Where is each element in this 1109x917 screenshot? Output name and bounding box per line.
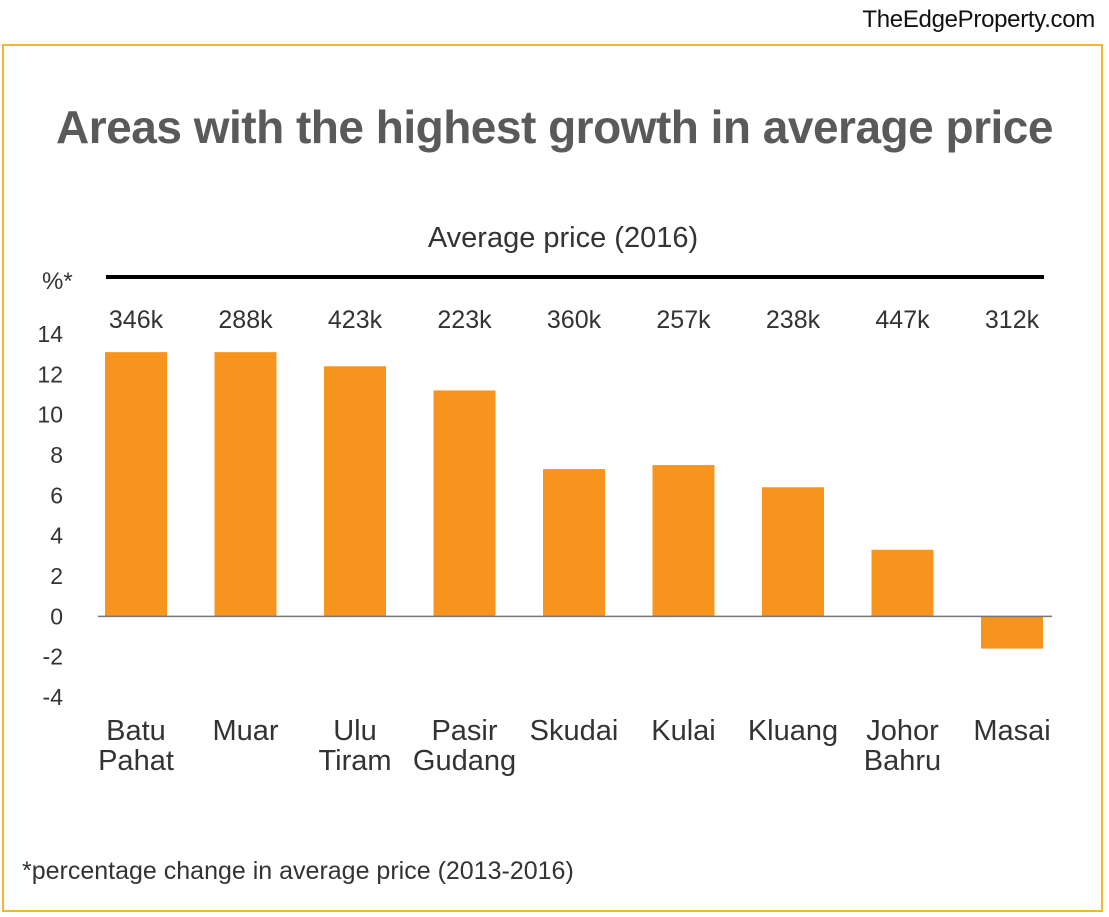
footnote: *percentage change in average price (201… bbox=[22, 857, 574, 885]
x-tick-label: Pahat bbox=[98, 745, 174, 777]
y-tick-label: 10 bbox=[37, 402, 63, 428]
x-tick-label: Gudang bbox=[413, 745, 516, 777]
x-tick-label: Kulai bbox=[651, 715, 716, 747]
price-label: 288k bbox=[218, 306, 273, 334]
y-tick-label: 0 bbox=[50, 603, 63, 629]
x-tick-label: Tiram bbox=[318, 745, 391, 777]
x-tick-label: Kluang bbox=[748, 715, 838, 747]
y-tick-label: 14 bbox=[37, 321, 63, 347]
chart-frame bbox=[2, 44, 1103, 912]
price-label: 257k bbox=[656, 306, 711, 334]
y-tick-label: 4 bbox=[50, 523, 63, 549]
bar bbox=[105, 352, 167, 617]
price-label: 447k bbox=[875, 306, 930, 334]
bar bbox=[652, 465, 715, 617]
y-tick-label: -4 bbox=[43, 684, 64, 710]
x-tick-label: Bahru bbox=[864, 745, 941, 777]
chart-title: Areas with the highest growth in average… bbox=[56, 101, 1053, 153]
x-tick-label: Skudai bbox=[530, 715, 619, 747]
x-tick-label: Johor bbox=[866, 715, 939, 747]
y-tick-label: 2 bbox=[50, 563, 63, 589]
bar bbox=[433, 390, 496, 617]
price-label: 423k bbox=[328, 306, 383, 334]
y-tick-label: 8 bbox=[50, 442, 63, 468]
price-label: 360k bbox=[547, 306, 602, 334]
price-label: 238k bbox=[766, 306, 821, 334]
y-tick-label: -2 bbox=[43, 644, 63, 670]
x-tick-label: Masai bbox=[973, 715, 1050, 747]
x-tick-label: Ulu bbox=[333, 715, 377, 747]
y-axis-label: %* bbox=[42, 268, 73, 295]
price-label: 312k bbox=[985, 306, 1040, 334]
brand-logo-text: TheEdgeProperty.com bbox=[862, 6, 1095, 33]
bar bbox=[214, 352, 277, 617]
bar bbox=[762, 487, 824, 617]
bar bbox=[981, 616, 1043, 649]
price-label: 223k bbox=[437, 306, 492, 334]
x-tick-label: Batu bbox=[106, 715, 166, 747]
bar bbox=[871, 549, 934, 617]
x-tick-label: Muar bbox=[212, 715, 278, 747]
y-tick-label: 12 bbox=[37, 361, 63, 387]
price-label: 346k bbox=[109, 306, 164, 334]
bar bbox=[543, 469, 605, 617]
chart-subtitle: Average price (2016) bbox=[428, 222, 698, 254]
x-tick-label: Pasir bbox=[431, 715, 497, 747]
bar bbox=[324, 366, 386, 617]
y-tick-label: 6 bbox=[50, 482, 63, 508]
